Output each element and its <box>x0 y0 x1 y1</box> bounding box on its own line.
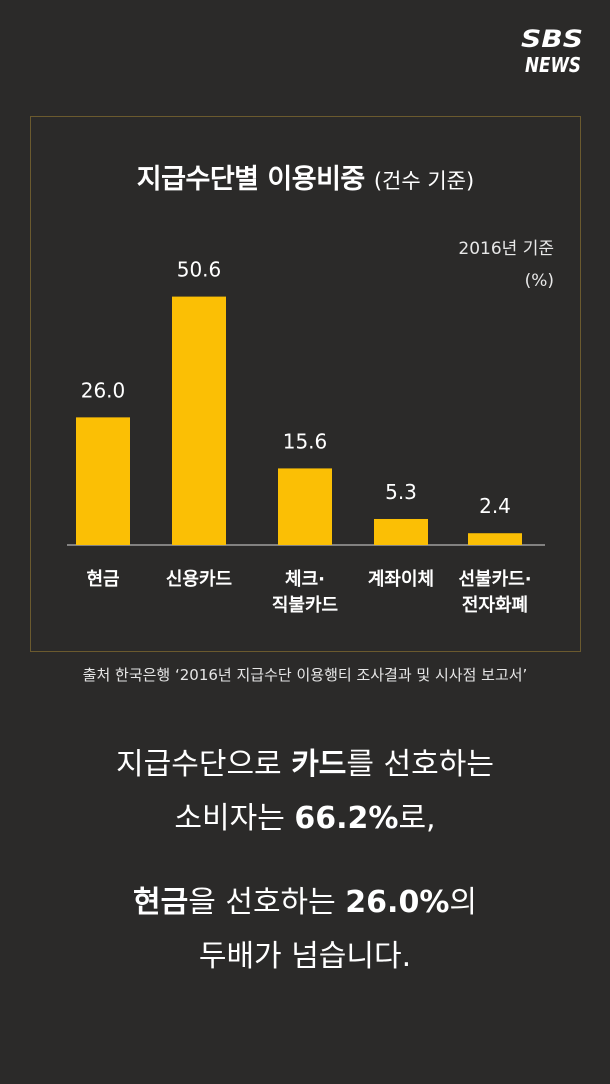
note-year: 2016년 기준 <box>458 239 554 259</box>
category-label-line: 선불카드· <box>458 569 532 590</box>
message-text: 을 선호하는 <box>188 885 346 920</box>
category-label: 선불카드· 전자화폐 <box>440 567 550 619</box>
bar <box>468 533 522 545</box>
category-label-line: 계좌이체 <box>367 569 435 590</box>
message-text: 로, <box>398 801 436 836</box>
category-label-line: 현금 <box>86 569 120 590</box>
message-emphasis: 66.2% <box>294 801 399 836</box>
message-line-2: 소비자는 66.2%로, <box>0 792 610 846</box>
category-label: 현금 <box>48 567 158 593</box>
message-text: 소비자는 <box>174 801 295 836</box>
sbs-news-logo: SBS NEWS <box>521 25 583 76</box>
chart-title-sub: (건수 기준) <box>373 169 475 193</box>
category-label-line: 체크· <box>285 569 325 590</box>
bar-value-label: 26.0 <box>81 378 126 402</box>
bar-plot: 26.0 50.6 15.6 5.3 2.4 <box>67 258 545 546</box>
message-line-3: 현금을 선호하는 26.0%의 <box>0 876 610 930</box>
category-label: 신용카드 <box>144 567 254 593</box>
bar <box>278 468 332 545</box>
bar-value-label: 5.3 <box>385 480 417 504</box>
caption-message: 지급수단으로 카드를 선호하는 소비자는 66.2%로, 현금을 선호하는 26… <box>0 738 610 984</box>
bar <box>374 518 428 545</box>
bar <box>76 417 130 545</box>
bar-value-label: 15.6 <box>283 429 328 453</box>
message-line-4: 두배가 넘습니다. <box>198 939 412 974</box>
message-emphasis: 카드 <box>291 747 347 782</box>
chart-frame: 지급수단별 이용비중 (건수 기준) 2016년 기준 (%) 26.0 50.6… <box>30 116 581 652</box>
message-emphasis: 26.0% <box>345 885 450 920</box>
message-text: 를 선호하는 <box>346 747 494 782</box>
category-label: 체크· 직불카드 <box>250 567 360 619</box>
note-unit: (%) <box>524 271 554 291</box>
logo-text-top: SBS <box>521 25 583 53</box>
message-line-1: 지급수단으로 카드를 선호하는 <box>0 738 610 792</box>
message-emphasis: 현금 <box>133 885 189 920</box>
bar-value-label: 50.6 <box>177 258 222 282</box>
chart-title: 지급수단별 이용비중 (건수 기준) <box>31 157 580 196</box>
category-label-line: 직불카드 <box>271 595 339 616</box>
chart-note: 2016년 기준 (%) <box>458 233 554 297</box>
category-label-line: 전자화폐 <box>461 595 529 616</box>
category-label-line: 신용카드 <box>165 569 233 590</box>
category-label: 계좌이체 <box>346 567 456 593</box>
source-note: 출처 한국은행 ‘2016년 지급수단 이용행티 조사결과 및 시사점 보고서’ <box>82 666 528 684</box>
chart-title-main: 지급수단별 이용비중 <box>136 164 365 195</box>
bar <box>172 296 226 545</box>
logo-text-bottom: NEWS <box>525 53 581 76</box>
message-text: 의 <box>449 885 477 920</box>
message-text: 지급수단으로 <box>116 747 292 782</box>
bar-value-label: 2.4 <box>479 494 511 518</box>
